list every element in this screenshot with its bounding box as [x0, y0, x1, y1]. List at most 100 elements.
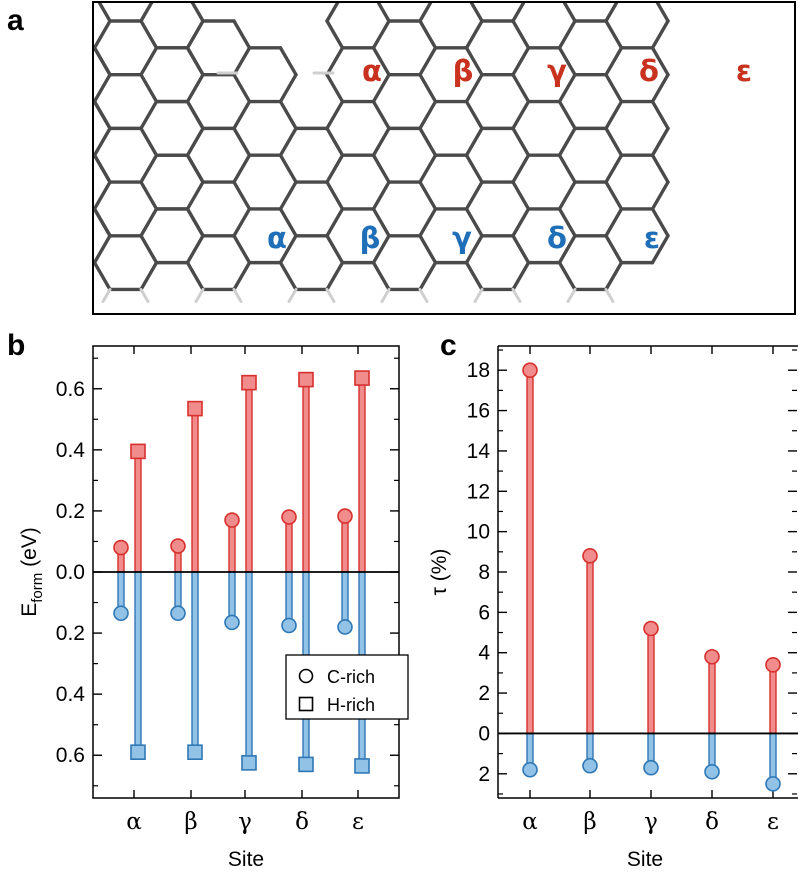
- carbon-bond: [464, 19, 484, 50]
- carbon-bond: [418, 260, 438, 292]
- carbon-bond: [562, 3, 577, 23]
- panel-label-b: b: [7, 329, 25, 362]
- site-label-top: β: [453, 54, 474, 88]
- carbon-bond: [48, 236, 64, 263]
- carbon-bond: [185, 180, 205, 211]
- carbon-bond: [650, 72, 670, 104]
- carbon-bond: [650, 126, 670, 157]
- hydrogen-bond: [511, 287, 522, 303]
- x-tick-label-b: ε: [352, 809, 364, 835]
- stem: [285, 516, 293, 573]
- x-tick-label-b: δ: [295, 809, 309, 835]
- y-axis-title-b-sub: form: [29, 573, 46, 603]
- site-label-top: ε: [736, 54, 752, 88]
- circle-marker: [113, 539, 129, 556]
- carbon-bond: [604, 180, 624, 211]
- carbon-bond: [185, 126, 205, 157]
- carbon-bond: [557, 260, 577, 292]
- circle-marker: [113, 605, 129, 622]
- circle-marker: [281, 509, 297, 525]
- carbon-bond: [48, 128, 64, 155]
- y-tick-label-c: 12: [467, 480, 490, 503]
- legend-box: [285, 654, 409, 720]
- carbon-bond: [557, 126, 577, 157]
- carbon-bond: [464, 260, 484, 292]
- carbon-bond: [650, 46, 670, 77]
- carbon-bond: [139, 234, 159, 265]
- carbon-bond: [650, 19, 670, 50]
- carbon-bond: [604, 234, 624, 265]
- y-tick-label-c: 10: [467, 521, 490, 544]
- carbon-bond: [278, 126, 298, 157]
- hydrogen-bond: [194, 287, 205, 303]
- y-axis-title-b-main: E: [18, 603, 41, 617]
- carbon-bond: [139, 126, 159, 157]
- carbon-bond: [371, 234, 391, 265]
- carbon-bond: [371, 19, 391, 50]
- square-marker: [241, 374, 257, 391]
- y-tick-label-b: 0.6: [56, 744, 85, 767]
- circle-marker: [765, 657, 781, 673]
- carbon-bond: [371, 99, 391, 131]
- site-labels: α β γ δ ε α β γ δ ε: [267, 54, 752, 255]
- square-marker: [241, 755, 257, 771]
- circle-marker: [170, 538, 186, 554]
- circle-marker: [281, 617, 297, 634]
- carbon-bond: [371, 153, 391, 184]
- carbon-bond: [650, 99, 670, 131]
- x-tick-label-b: β: [184, 809, 197, 835]
- carbon-bond: [511, 207, 531, 238]
- carbon-bond: [376, 3, 391, 23]
- carbon-bond: [139, 46, 159, 77]
- carbon-bond: [278, 153, 298, 184]
- carbon-bond: [325, 207, 345, 238]
- y-tick-label-b: 0.4: [56, 683, 86, 706]
- x-tick-label-c: δ: [705, 809, 719, 835]
- square-marker: [187, 744, 203, 760]
- carbon-bond: [232, 180, 252, 211]
- carbon-bond: [557, 234, 577, 265]
- stem: [526, 369, 534, 735]
- square-marker: [354, 758, 370, 774]
- carbon-bond: [371, 260, 391, 292]
- legend-label-c-rich: C-rich: [327, 667, 375, 687]
- carbon-bond: [557, 19, 577, 50]
- formation-energy-chart: 0.6 0.4 0.2 0.0 0.2 0.4 0.6 α β γ δ ε Site Eform (e…: [18, 345, 409, 871]
- circle-marker: [582, 757, 598, 774]
- y-tick-label-c: 18: [467, 359, 490, 382]
- carbon-bond: [511, 153, 531, 184]
- hydrogen-bond: [232, 287, 243, 303]
- carbon-bond: [604, 153, 624, 184]
- carbon-bond: [94, 234, 112, 265]
- carbon-bond: [48, 209, 64, 236]
- legend-b: C-rich H-rich: [285, 654, 409, 720]
- hydrogen-bond: [139, 287, 150, 303]
- y-tick-label-b: 0.2: [56, 622, 85, 645]
- carbon-bond: [371, 180, 391, 211]
- hydrogen-bond: [604, 287, 615, 303]
- site-label-top: δ: [639, 54, 659, 88]
- carbon-bond: [604, 72, 624, 104]
- stem: [341, 571, 349, 628]
- carbon-bond: [325, 19, 345, 50]
- x-tick-label-c: ε: [767, 809, 779, 835]
- carbon-bond: [325, 153, 345, 184]
- carbon-bond: [139, 72, 159, 104]
- carbon-bond: [511, 72, 531, 104]
- circle-marker: [170, 605, 186, 622]
- carbon-bond: [650, 207, 670, 238]
- carbon-bond: [650, 234, 670, 265]
- carbon-bond: [604, 19, 624, 50]
- legend-circle-marker: [298, 668, 314, 684]
- carbon-bond: [139, 260, 159, 292]
- carbon-bond: [48, 48, 64, 75]
- hydrogen-bond: [325, 287, 336, 303]
- stem: [134, 571, 142, 753]
- site-label-bottom: δ: [547, 221, 567, 255]
- carbon-bond: [325, 72, 345, 104]
- panel-label-a: a: [7, 4, 24, 37]
- carbon-bond: [232, 46, 252, 77]
- carbon-bond: [232, 99, 252, 131]
- carbon-bond: [185, 46, 205, 77]
- square-marker: [130, 744, 146, 760]
